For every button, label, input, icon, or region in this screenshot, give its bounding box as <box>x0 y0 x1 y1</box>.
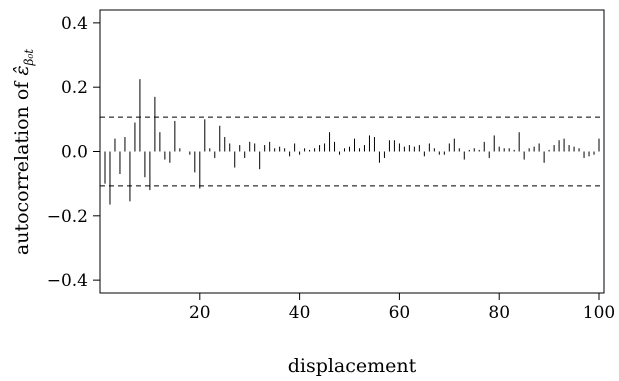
y-axis-title: autocorrelation of ε̂β₀t <box>11 49 36 255</box>
y-tick-label: −0.2 <box>47 207 88 227</box>
x-tick-label: 100 <box>583 303 615 323</box>
x-axis: 20 40 60 80 100 <box>189 293 615 323</box>
y-tick-label: −0.4 <box>47 271 88 291</box>
y-axis-title-symbol: ε̂ <box>11 65 33 75</box>
plot-frame <box>99 9 605 294</box>
x-tick-label: 20 <box>189 303 211 323</box>
x-axis-title: displacement <box>288 355 417 377</box>
y-tick-label: 0.4 <box>61 14 88 34</box>
x-tick-label: 60 <box>389 303 411 323</box>
confidence-bounds <box>100 116 604 187</box>
x-tick-label: 40 <box>289 303 311 323</box>
x-tick-label: 80 <box>488 303 510 323</box>
y-tick-label: 0.2 <box>61 78 88 98</box>
y-axis-title-subscript: β₀t <box>22 49 36 67</box>
y-axis-title-text: autocorrelation of <box>11 76 33 255</box>
y-tick-label: 0.0 <box>61 143 88 163</box>
y-axis: 0.4 0.2 0.0 −0.2 −0.4 <box>47 14 100 291</box>
acf-bars <box>104 79 600 205</box>
